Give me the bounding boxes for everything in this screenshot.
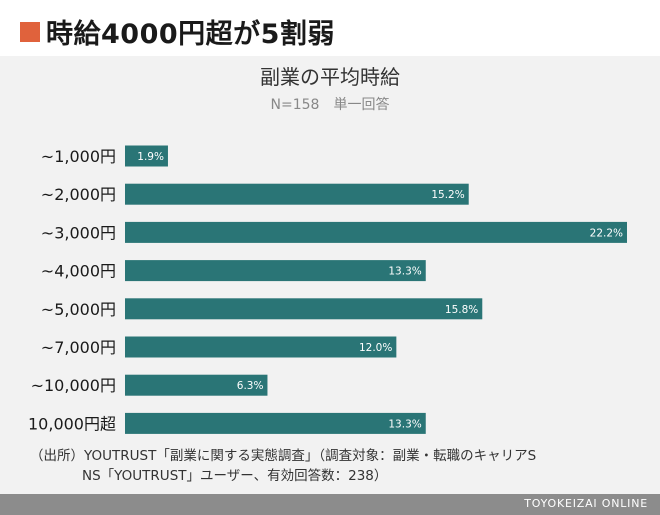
value-label: 1.9% bbox=[137, 151, 164, 163]
chart-title: 副業の平均時給 bbox=[260, 65, 400, 89]
bar bbox=[125, 298, 483, 320]
bar bbox=[125, 260, 426, 282]
bar bbox=[125, 221, 627, 243]
value-label: 22.2% bbox=[590, 227, 623, 239]
value-label: 13.3% bbox=[388, 418, 421, 430]
bar bbox=[125, 183, 469, 205]
source-note-line1: （出所）YOUTRUST「副業に関する実態調査」（調査対象：副業・転職のキャリア… bbox=[30, 448, 537, 464]
category-label: ~10,000円 bbox=[31, 376, 116, 395]
bar bbox=[125, 412, 426, 434]
value-label: 12.0% bbox=[359, 342, 392, 354]
category-label: ~7,000円 bbox=[41, 338, 116, 357]
brand-bar: TOYOKEIZAI ONLINE bbox=[0, 494, 660, 515]
value-label: 15.8% bbox=[445, 304, 478, 316]
headline-marker bbox=[20, 22, 40, 42]
brand-logo-text: TOYOKEIZAI ONLINE bbox=[524, 497, 648, 510]
headline-title: 時給4000円超が5割弱 bbox=[46, 19, 335, 50]
chart-panel: 副業の平均時給 N=158 単一回答 ~1,000円 1.9% ~2,000円 15.… bbox=[0, 56, 660, 494]
value-label: 6.3% bbox=[237, 380, 264, 392]
bar-chart: 副業の平均時給 N=158 単一回答 ~1,000円 1.9% ~2,000円 15.… bbox=[28, 65, 627, 434]
source-note-line2: NS「YOUTRUST」ユーザー、有効回答数：238） bbox=[82, 468, 388, 484]
category-label: ~1,000円 bbox=[41, 147, 116, 166]
category-label: ~5,000円 bbox=[41, 300, 116, 319]
category-label: 10,000円超 bbox=[28, 414, 116, 433]
bar bbox=[125, 336, 397, 358]
headline: 時給4000円超が5割弱 bbox=[0, 0, 660, 56]
category-label: ~3,000円 bbox=[41, 223, 116, 242]
value-label: 15.2% bbox=[431, 189, 464, 201]
bar bbox=[125, 145, 168, 167]
category-label: ~4,000円 bbox=[41, 262, 116, 281]
bars-group: ~1,000円 1.9% ~2,000円 15.2% ~3,000円 22.2% ~4,00… bbox=[28, 145, 627, 434]
category-label: ~2,000円 bbox=[41, 185, 116, 204]
bar bbox=[125, 374, 268, 396]
chart-subtitle: N=158 単一回答 bbox=[271, 96, 390, 113]
value-label: 13.3% bbox=[388, 266, 421, 278]
